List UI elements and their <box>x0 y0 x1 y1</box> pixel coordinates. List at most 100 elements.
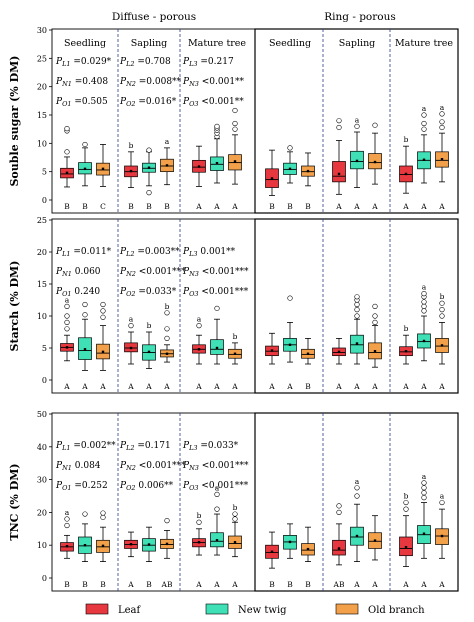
box-letter-bottom: A <box>231 580 238 589</box>
box-outlier <box>64 313 70 319</box>
box-mean <box>197 348 201 351</box>
box-letter-top: b <box>233 503 238 512</box>
stage-label: Mature tree <box>188 38 246 49</box>
box: B <box>142 147 156 211</box>
p-value: PN2 =0.008** <box>119 77 182 88</box>
box-mean <box>233 160 237 163</box>
box-mean <box>65 544 69 548</box>
panel-2: 0 10 20 30 40 50 TNC (% DM) PL1 =0.002** PN1 0.0… <box>8 410 459 592</box>
box-mean <box>422 158 426 161</box>
box-mean <box>373 160 377 164</box>
box: B <box>283 523 297 589</box>
box: bA <box>142 321 156 391</box>
box-outlier <box>439 111 445 117</box>
box-mean <box>306 169 310 173</box>
box-outlier <box>421 490 427 496</box>
box-outlier <box>421 303 427 310</box>
box-outlier <box>164 517 170 524</box>
y-tick-label: 10 <box>37 312 47 321</box>
box-mean <box>197 541 201 544</box>
y-tick-label: 25 <box>37 54 47 63</box>
box-outlier <box>232 107 238 114</box>
box: aA <box>60 295 74 391</box>
box-outlier <box>421 495 427 501</box>
box: A <box>124 531 138 589</box>
p-value: PO1 0.240 <box>55 287 100 298</box>
box-outlier <box>336 124 342 131</box>
p-value: PN1 =0.408 <box>55 77 108 88</box>
box-mean <box>306 352 310 355</box>
box: aA <box>435 103 449 211</box>
box-letter-top: a <box>129 315 134 324</box>
box-outlier <box>82 301 88 308</box>
stage-label: Sapling <box>339 38 376 49</box>
panel-frame-left <box>51 218 256 394</box>
box-letter-top: a <box>355 115 360 124</box>
legend: Leaf New twig Old branch <box>85 603 425 616</box>
box-mean <box>404 172 408 176</box>
box: A <box>210 123 224 211</box>
box: aA <box>124 315 138 391</box>
box-outlier <box>421 299 427 305</box>
box-letter-bottom: B <box>82 202 88 211</box>
box-letter-bottom: A <box>213 580 220 589</box>
legend-swatch-old-branch <box>335 603 359 615</box>
box-letter-bottom: B <box>64 202 70 211</box>
box-letter-bottom: A <box>231 202 238 211</box>
box: bA <box>399 492 413 589</box>
box-outlier <box>421 480 427 486</box>
box: aB <box>160 137 174 211</box>
box-outlier <box>100 314 106 320</box>
box-outlier <box>146 147 152 153</box>
box-mean <box>440 344 444 347</box>
box-letter-bottom: A <box>420 202 427 211</box>
p-value: PO2 0.006** <box>119 481 174 492</box>
box-letter-bottom: B <box>287 202 293 211</box>
p-value: PO2 =0.033* <box>119 287 177 298</box>
box-letter-bottom: A <box>402 580 409 589</box>
legend-swatch-new-twig <box>205 603 229 615</box>
p-value: PN3 <0.001** <box>182 77 245 88</box>
box: B <box>283 145 297 211</box>
box-mean <box>215 346 219 350</box>
box-outlier <box>336 503 342 509</box>
p-value: PN2 <0.001*** <box>119 267 186 278</box>
box-mean <box>270 550 274 553</box>
box-mean <box>83 167 87 171</box>
box: A <box>350 294 364 391</box>
p-value: PO1 =0.252 <box>55 481 108 492</box>
y-axis-label: TNC (% DM) <box>8 463 21 540</box>
box-outlier <box>82 141 88 148</box>
box-letter-bottom: B <box>305 382 311 391</box>
box-mean <box>404 350 408 353</box>
box: A <box>265 332 279 391</box>
box-letter-bottom: AB <box>161 580 173 589</box>
box: A <box>368 515 382 589</box>
box: aA <box>192 315 206 391</box>
box-mean <box>270 177 274 180</box>
box-outlier <box>196 323 202 329</box>
box-letter-bottom: A <box>127 382 134 391</box>
p-value: PL2 =0.171 <box>119 441 171 452</box>
box-letter-bottom: A <box>286 382 293 391</box>
box-letter-bottom: A <box>371 202 378 211</box>
y-tick-label: 20 <box>37 248 47 257</box>
box-mean <box>215 539 219 542</box>
box-mean <box>355 159 359 163</box>
box-letter-bottom: B <box>269 580 275 589</box>
box-body <box>332 161 346 183</box>
box: bA <box>399 324 413 391</box>
box-letter-top: a <box>440 103 445 112</box>
box-letter-bottom: B <box>287 580 293 589</box>
box-letter-bottom: B <box>269 202 275 211</box>
box-letter-bottom: A <box>353 580 360 589</box>
box-outlier <box>64 326 70 332</box>
box-mean <box>422 532 426 535</box>
p-value: PL3 =0.217 <box>182 57 234 68</box>
box: A <box>368 303 382 391</box>
p-value: PL3 =0.033* <box>182 441 239 452</box>
box-letter-bottom: A <box>371 382 378 391</box>
box-letter-bottom: A <box>438 202 445 211</box>
y-tick-label: 15 <box>37 280 47 289</box>
panel-frame-left <box>51 412 256 592</box>
